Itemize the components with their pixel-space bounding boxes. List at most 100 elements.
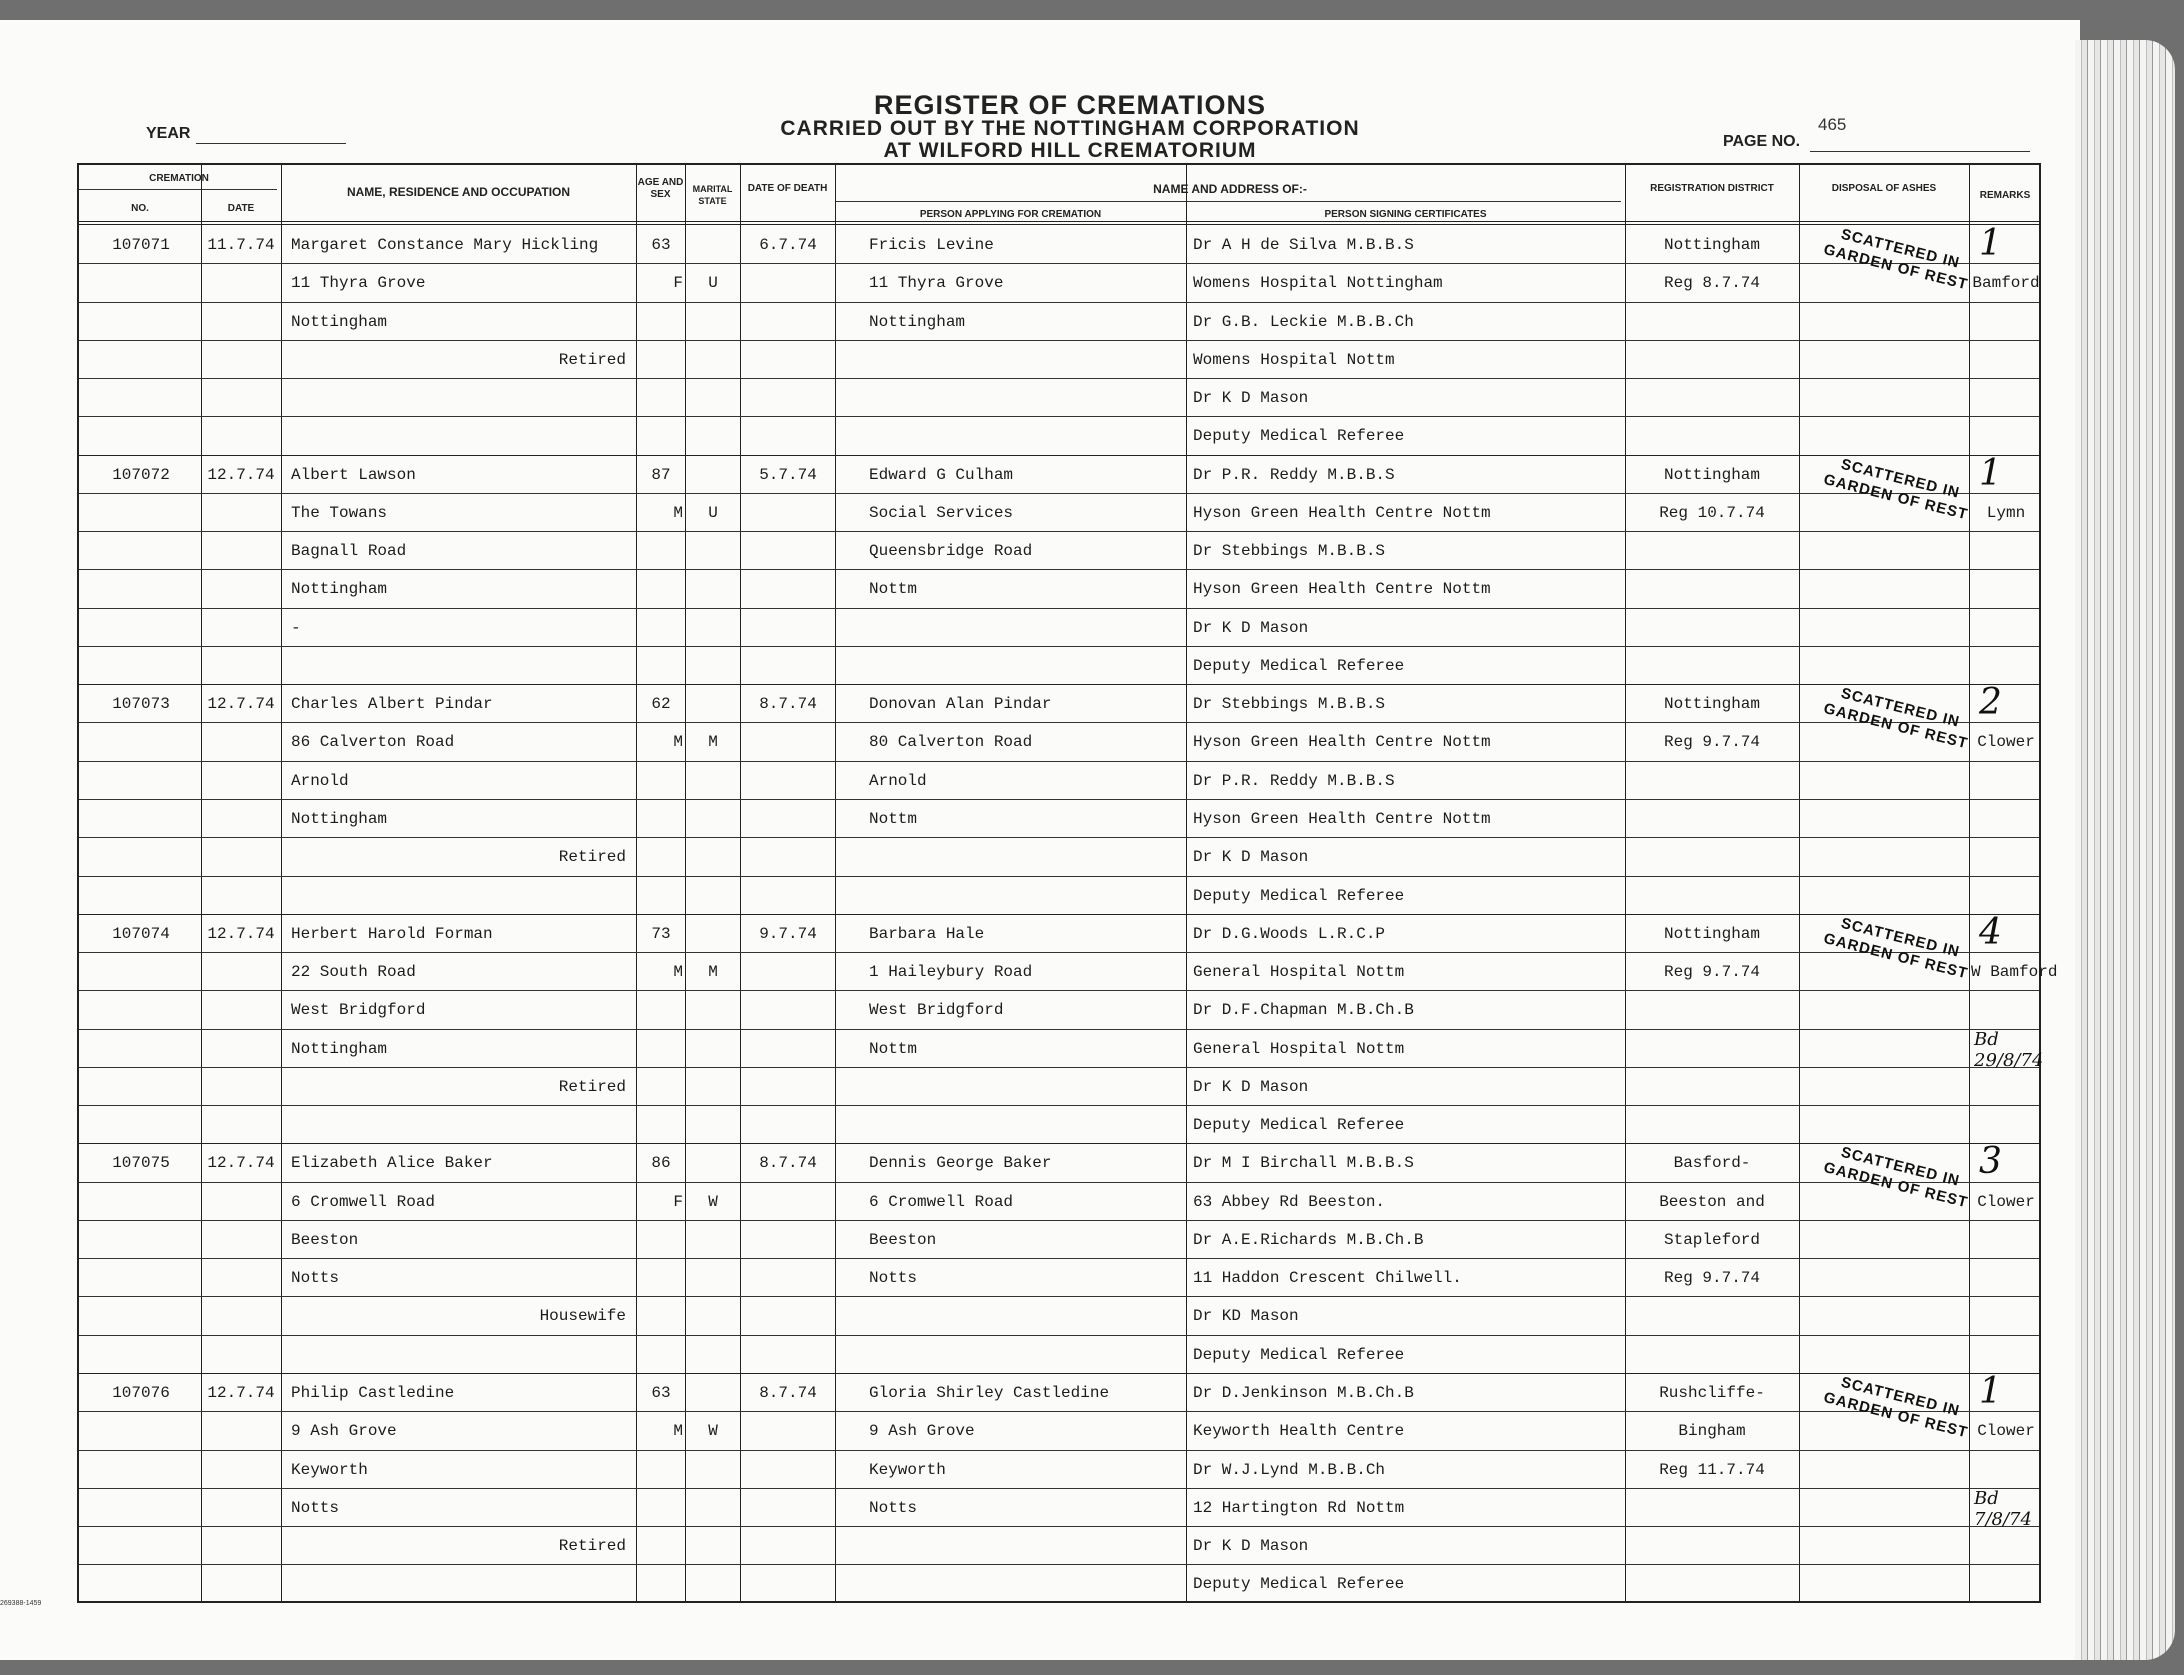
col-date-of-death: DATE OF DEATH: [747, 183, 828, 194]
col-cremation: CREMATION: [149, 173, 209, 184]
age: 62: [651, 695, 671, 714]
signer-line: Dr A H de Silva M.B.B.S: [1193, 236, 1414, 254]
signer-line: Dr P.R. Reddy M.B.B.S: [1193, 771, 1395, 790]
signer-line: Dr W.J.Lynd M.B.B.Ch: [1193, 1460, 1386, 1479]
residence-line: Nottingham: [291, 580, 388, 599]
book-page-edges: [2075, 40, 2175, 1660]
applicant-line: Nottm: [869, 580, 918, 599]
signer-line: Deputy Medical Referee: [1193, 1345, 1405, 1364]
signer-line: 63 Abbey Rd Beeston.: [1193, 1192, 1386, 1211]
registration-district: Nottingham: [1663, 236, 1760, 254]
col-district: REGISTRATION DISTRICT: [1650, 183, 1774, 194]
signer-line: Dr K D Mason: [1193, 1537, 1309, 1556]
column-rule: [636, 165, 637, 1601]
marital-state: U: [708, 274, 718, 293]
residence-line: 11 Thyra Grove: [291, 274, 426, 293]
signer-line: Hyson Green Health Centre Nottm: [1193, 503, 1491, 522]
register-title: REGISTER OF CREMATIONS: [873, 90, 1266, 120]
signer-line: Hyson Green Health Centre Nottm: [1193, 810, 1491, 828]
applicant-line: Barbara Hale: [869, 924, 985, 943]
residence-line: Notts: [291, 1269, 340, 1288]
marital-state: M: [708, 733, 718, 752]
col-date: DATE: [227, 203, 255, 214]
col-name: NAME, RESIDENCE AND OCCUPATION: [346, 185, 571, 199]
remarks-text: Lymn: [1986, 503, 2026, 522]
residence-line: -: [291, 618, 301, 637]
residence-line: 6 Cromwell Road: [291, 1192, 436, 1211]
divider: [835, 201, 1621, 202]
footer-code: 269388-1459: [0, 1600, 42, 1607]
occupation: Retired: [558, 848, 626, 867]
registration-district: Rushcliffe-: [1659, 1384, 1765, 1402]
sex: M: [673, 1422, 683, 1441]
signer-line: Deputy Medical Referee: [1193, 1575, 1405, 1594]
applicant-line: Nottm: [869, 1039, 918, 1058]
deceased-name: Herbert Harold Forman: [291, 924, 493, 943]
line-rule: [79, 339, 2039, 341]
line-rule: [79, 607, 2039, 609]
signer-line: Deputy Medical Referee: [1193, 886, 1405, 905]
age: 86: [651, 1154, 671, 1173]
marital-state: M: [708, 963, 718, 982]
applicant-line: 80 Calverton Road: [869, 733, 1033, 752]
residence-line: Nottingham: [291, 810, 388, 828]
line-rule: [79, 1526, 2039, 1528]
column-rule: [1625, 165, 1626, 1601]
column-rule: [281, 165, 282, 1601]
line-rule: [79, 760, 2039, 762]
occupation: Housewife: [539, 1307, 626, 1326]
applicant-line: 9 Ash Grove: [869, 1422, 975, 1441]
remarks-number: 4: [1979, 911, 2002, 953]
signer-line: Womens Hospital Nottingham: [1193, 274, 1443, 293]
date-of-death: 8.7.74: [759, 695, 817, 714]
applicant-line: Fricis Levine: [869, 236, 994, 254]
cremation-date: 11.7.74: [207, 236, 275, 254]
column-rule: [201, 165, 202, 1601]
column-rule: [685, 165, 686, 1601]
signer-line: Dr K D Mason: [1193, 1077, 1309, 1096]
line-rule: [79, 416, 2039, 418]
signer-line: 11 Haddon Crescent Chilwell.: [1193, 1269, 1462, 1288]
applicant-line: Nottingham: [869, 312, 966, 331]
residence-line: Beeston: [291, 1230, 359, 1249]
registration-district: Basford-: [1673, 1154, 1751, 1173]
residence-line: Bagnall Road: [291, 542, 407, 561]
sex: F: [673, 1192, 683, 1211]
residence-line: Nottingham: [291, 1039, 388, 1058]
deceased-name: Philip Castledine: [291, 1384, 455, 1402]
sex: M: [673, 963, 683, 982]
residence-line: 86 Calverton Road: [291, 733, 455, 752]
record-rule: [79, 913, 2039, 915]
deceased-name: Charles Albert Pindar: [291, 695, 493, 714]
handwritten-initials: Bd 29/8/74: [1974, 1028, 2044, 1071]
signer-line: Dr D.Jenkinson M.B.Ch.B: [1193, 1384, 1414, 1402]
col-remarks: REMARKS: [1979, 190, 2031, 201]
signer-line: Dr K D Mason: [1193, 848, 1309, 867]
line-rule: [79, 1487, 2039, 1489]
deceased-name: Elizabeth Alice Baker: [291, 1154, 493, 1173]
applicant-line: Edward G Culham: [869, 465, 1014, 484]
occupation: Retired: [558, 1537, 626, 1556]
cremation-number: 107074: [112, 924, 170, 943]
scattered-stamp: SCATTERED IN GARDEN OF REST: [1822, 681, 1975, 754]
applicant-line: 1 Haileybury Road: [869, 963, 1033, 982]
applicant-line: Arnold: [869, 771, 927, 790]
remarks-number: 1: [1979, 1371, 2002, 1412]
signer-line: Dr A.E.Richards M.B.Ch.B: [1193, 1230, 1424, 1249]
signer-line: Dr K D Mason: [1193, 389, 1309, 408]
signer-line: Dr G.B. Leckie M.B.B.Ch: [1193, 312, 1414, 331]
remarks-text: Bamford: [1972, 274, 2040, 293]
line-rule: [79, 799, 2039, 800]
signer-line: Dr Stebbings M.B.B.S: [1193, 695, 1386, 714]
applicant-line: West Bridgford: [869, 1001, 1004, 1020]
remarks-text: Clower: [1977, 1422, 2035, 1441]
scattered-stamp: SCATTERED IN GARDEN OF REST: [1822, 222, 1975, 295]
signer-line: Dr P.R. Reddy M.B.B.S: [1193, 465, 1395, 484]
date-of-death: 9.7.74: [759, 924, 817, 943]
line-rule: [79, 645, 2039, 647]
cremation-date: 12.7.74: [207, 465, 275, 484]
date-of-death: 5.7.74: [759, 465, 817, 484]
line-rule: [79, 990, 2039, 992]
col-marital: MARITAL STATE: [692, 184, 733, 206]
signer-line: General Hospital Nottm: [1193, 963, 1405, 982]
